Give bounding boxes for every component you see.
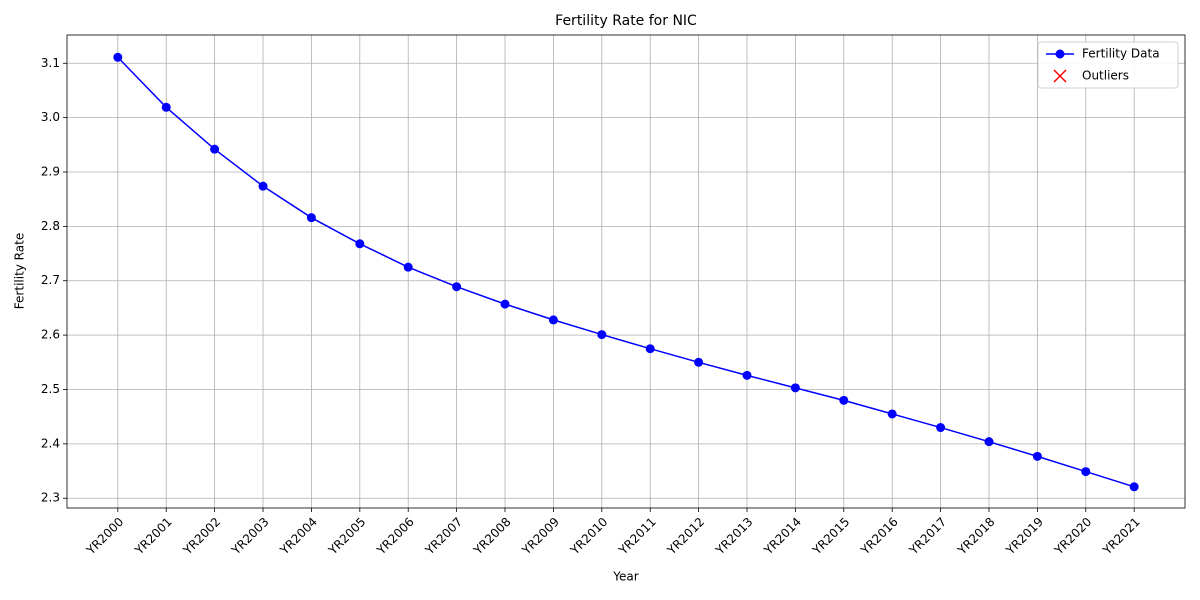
x-tick-label: YR2013 xyxy=(712,515,755,558)
x-tick-label: YR2015 xyxy=(809,515,852,558)
y-tick-label: 2.7 xyxy=(41,273,60,287)
y-tick-label: 2.9 xyxy=(41,165,60,179)
marker xyxy=(936,423,946,433)
y-tick-label: 3.1 xyxy=(41,56,60,70)
marker xyxy=(161,102,171,112)
marker xyxy=(839,395,849,405)
x-axis-label: Year xyxy=(612,570,638,584)
marker xyxy=(113,52,123,62)
x-tick-label: YR2003 xyxy=(228,515,271,558)
x-tick-label: YR2008 xyxy=(470,515,513,558)
x-tick-label: YR2018 xyxy=(954,515,997,558)
x-tick-label: YR2005 xyxy=(325,515,368,558)
marker xyxy=(1055,49,1065,59)
x-tick-label: YR2012 xyxy=(664,515,707,558)
series-line xyxy=(117,56,1135,488)
x-tick-label: YR2010 xyxy=(567,515,610,558)
marker xyxy=(790,383,800,393)
y-tick-label: 2.6 xyxy=(41,328,60,342)
y-tick-label: 2.4 xyxy=(41,436,60,450)
marker xyxy=(984,437,994,447)
y-tick-label: 2.3 xyxy=(41,491,60,505)
y-tick-label: 2.8 xyxy=(41,219,60,233)
x-tick-label: YR2006 xyxy=(374,515,417,558)
x-tick-label: YR2016 xyxy=(857,515,900,558)
marker xyxy=(258,181,268,191)
x-tick-label: YR2021 xyxy=(1099,515,1142,558)
marker xyxy=(500,299,510,309)
marker xyxy=(1032,451,1042,461)
marker xyxy=(694,357,704,367)
legend-label: Outliers xyxy=(1082,69,1129,83)
marker xyxy=(597,330,607,340)
x-tick-label: YR2001 xyxy=(132,515,175,558)
marker xyxy=(355,239,365,249)
marker xyxy=(452,282,462,292)
marker xyxy=(742,370,752,380)
x-tick-label: YR2009 xyxy=(519,515,562,558)
marker xyxy=(1081,467,1091,477)
x-tick-label: YR2000 xyxy=(83,515,126,558)
marker xyxy=(1053,69,1067,83)
marker xyxy=(548,315,558,325)
marker xyxy=(1129,482,1139,492)
x-tick-label: YR2007 xyxy=(422,515,465,558)
marker xyxy=(210,144,220,154)
marker xyxy=(403,262,413,272)
x-tick-label: YR2011 xyxy=(616,515,659,558)
y-axis-label: Fertility Rate xyxy=(13,233,27,309)
x-tick-label: YR2002 xyxy=(180,515,223,558)
marker xyxy=(645,344,655,354)
x-tick-label: YR2014 xyxy=(761,515,804,558)
marker xyxy=(306,213,316,223)
plot-frame xyxy=(66,34,1186,509)
y-tick-label: 3.0 xyxy=(41,110,60,124)
x-tick-label: YR2019 xyxy=(1003,515,1046,558)
y-tick-label: 2.5 xyxy=(41,382,60,396)
x-tick-label: YR2004 xyxy=(277,515,320,558)
x-tick-label: YR2017 xyxy=(906,515,949,558)
marker xyxy=(887,409,897,419)
x-tick-label: YR2020 xyxy=(1051,515,1094,558)
chart-title: Fertility Rate for NIC xyxy=(555,13,697,29)
legend-label: Fertility Data xyxy=(1082,47,1160,61)
